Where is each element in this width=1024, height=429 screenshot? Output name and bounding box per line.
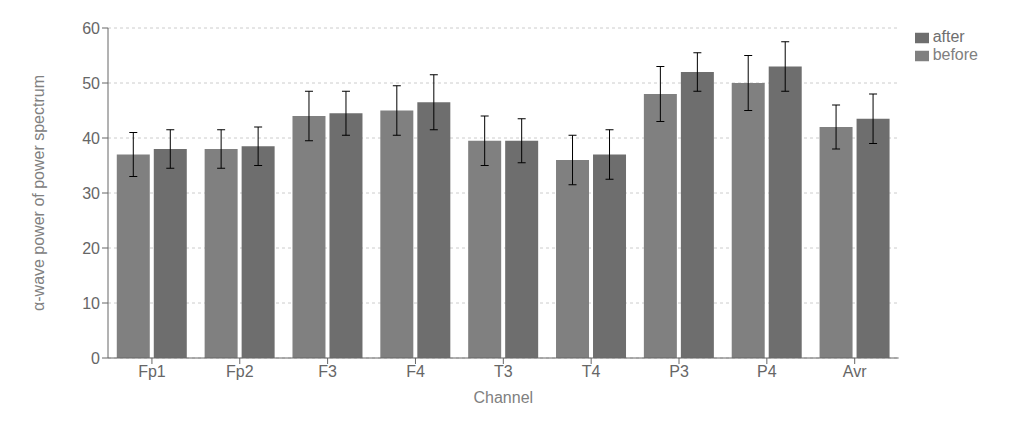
svg-text:30: 30 [82, 185, 100, 202]
svg-text:P3: P3 [669, 363, 689, 380]
html-text:before: before [932, 46, 978, 63]
svg-text:50: 50 [82, 75, 100, 92]
html-text:after: after [932, 28, 965, 45]
svg-text:P4: P4 [757, 363, 777, 380]
svg-text:F3: F3 [318, 363, 337, 380]
svg-text:0: 0 [91, 350, 100, 367]
svg-text:Fp2: Fp2 [226, 363, 254, 380]
svg-text:Avr: Avr [843, 363, 867, 380]
svg-text:T3: T3 [494, 363, 513, 380]
svg-text:10: 10 [82, 295, 100, 312]
svg-text:60: 60 [82, 20, 100, 37]
svg-text:Channel: Channel [474, 389, 534, 406]
svg-text:T4: T4 [582, 363, 601, 380]
svg-text:20: 20 [82, 240, 100, 257]
svg-text:40: 40 [82, 130, 100, 147]
svg-text:α-wave power of power spectrum: α-wave power of power spectrum [30, 75, 47, 311]
svg-text:F4: F4 [406, 363, 425, 380]
svg-text:Fp1: Fp1 [138, 363, 166, 380]
